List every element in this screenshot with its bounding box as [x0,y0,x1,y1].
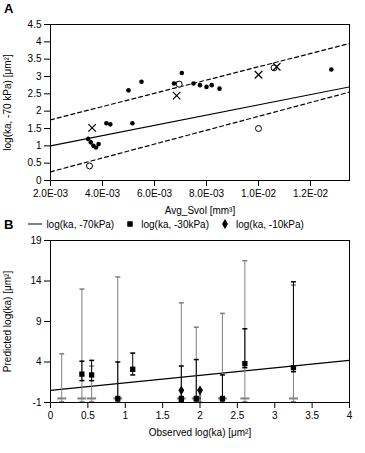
svg-text:1.0E-02: 1.0E-02 [241,188,276,199]
svg-text:4.5: 4.5 [28,19,42,30]
svg-text:2.5: 2.5 [230,410,244,421]
svg-text:Observed log(ka) [μm²]: Observed log(ka) [μm²] [149,427,252,438]
svg-text:log(ka, -70 kPa) [μm²]: log(ka, -70 kPa) [μm²] [2,54,13,151]
svg-text:3.5: 3.5 [28,53,42,64]
svg-text:1: 1 [122,410,128,421]
svg-text:1: 1 [36,140,42,151]
html-text:log(ka, -30kPa): log(ka, -30kPa) [141,218,209,230]
svg-text:Predicted log(ka) [μm²]: Predicted log(ka) [μm²] [2,271,13,373]
svg-text:4: 4 [36,356,42,367]
svg-text:3: 3 [272,410,278,421]
html-text:log(ka, -10kPa): log(ka, -10kPa) [236,218,304,230]
svg-text:14: 14 [30,275,42,286]
svg-text:19: 19 [30,235,42,246]
svg-text:0: 0 [48,410,54,421]
svg-text:0: 0 [36,175,42,186]
svg-text:2.0E-03: 2.0E-03 [33,188,68,199]
html-text:B: B [4,216,14,232]
svg-text:2: 2 [197,410,203,421]
svg-text:9: 9 [36,316,42,327]
svg-text:4.0E-03: 4.0E-03 [85,188,120,199]
svg-text:2: 2 [36,105,42,116]
svg-text:4: 4 [347,410,353,421]
svg-text:1.2E-02: 1.2E-02 [293,188,328,199]
html-text:A: A [4,0,14,16]
svg-text:0.5: 0.5 [81,410,95,421]
svg-text:Avg_Svol [mm³]: Avg_Svol [mm³] [165,205,236,216]
svg-text:2.5: 2.5 [28,88,42,99]
svg-text:0.5: 0.5 [28,157,42,168]
svg-text:6.0E-03: 6.0E-03 [137,188,172,199]
html-text:log(ka, -70kPa): log(ka, -70kPa) [46,218,115,230]
svg-text:-1: -1 [33,397,42,408]
svg-text:3: 3 [36,71,42,82]
svg-text:3.5: 3.5 [305,410,319,421]
svg-text:1.5: 1.5 [156,410,170,421]
svg-text:8.0E-03: 8.0E-03 [189,188,224,199]
svg-text:1.5: 1.5 [28,123,42,134]
svg-text:4: 4 [36,36,42,47]
